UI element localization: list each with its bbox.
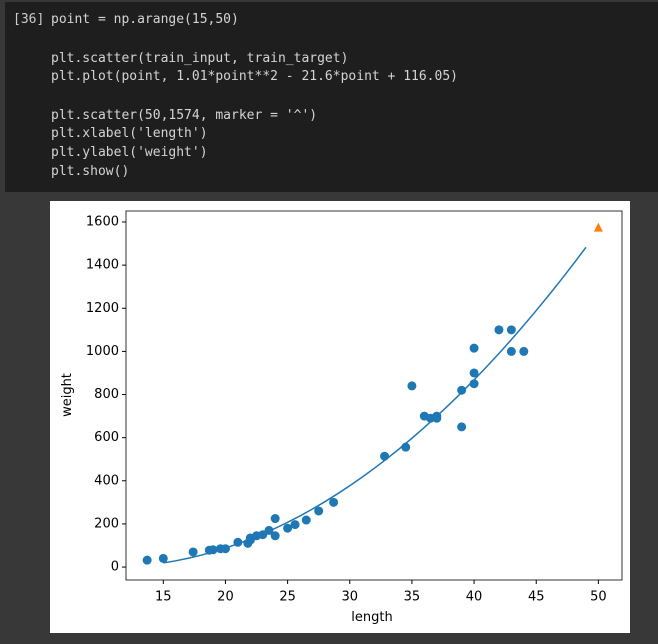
x-tick-label: 45 <box>528 590 545 605</box>
point-marker <box>188 547 198 557</box>
point-marker <box>457 385 467 395</box>
code-line: plt.plot(point, 1.01*point**2 - 21.6*poi… <box>51 69 458 84</box>
y-tick-label: 200 <box>94 516 119 531</box>
y-tick-label: 800 <box>94 387 119 402</box>
code-line: point = np.arange(15,50) <box>51 12 239 27</box>
point-marker <box>407 381 417 391</box>
x-tick-label: 20 <box>217 590 234 605</box>
code-line: plt.ylabel('weight') <box>51 145 208 160</box>
point-marker <box>290 520 300 530</box>
point-marker <box>314 506 324 516</box>
point-marker <box>380 451 390 461</box>
code-cell[interactable]: [36] point = np.arange(15,50) plt.scatte… <box>5 2 658 192</box>
x-tick-label: 25 <box>279 590 296 605</box>
point-marker <box>519 346 529 356</box>
point-marker <box>283 523 293 533</box>
x-tick-label: 15 <box>155 590 172 605</box>
point-marker <box>270 514 280 524</box>
x-tick-label: 30 <box>341 590 358 605</box>
code-line: plt.scatter(train_input, train_target) <box>51 51 349 66</box>
point-marker <box>432 413 442 423</box>
point-marker <box>506 346 516 356</box>
point-marker <box>329 497 339 507</box>
point-marker <box>506 325 516 335</box>
y-axis-label: weight <box>60 373 75 417</box>
y-tick-label: 1200 <box>86 301 119 316</box>
code-line: plt.scatter(50,1574, marker = '^') <box>51 108 318 123</box>
y-tick-label: 600 <box>94 430 119 445</box>
y-tick-label: 0 <box>111 560 119 575</box>
x-tick-label: 50 <box>590 590 607 605</box>
code-line: plt.xlabel('length') <box>51 126 208 141</box>
chart: length weight 15 20 25 30 35 40 45 50 0 200 400 600… <box>50 201 630 633</box>
point-marker <box>469 343 479 353</box>
y-tick-label: 1000 <box>86 344 119 359</box>
point-marker <box>457 422 467 432</box>
point-marker <box>270 531 280 541</box>
fit-line <box>163 246 587 564</box>
y-tick-label: 1600 <box>86 214 119 229</box>
point-marker <box>158 553 168 563</box>
point-marker <box>301 515 311 525</box>
x-tick-label: 35 <box>404 590 421 605</box>
y-tick-label: 1400 <box>86 258 119 273</box>
code-line: plt.show() <box>51 164 130 179</box>
point-marker <box>469 368 479 378</box>
x-axis-label: length <box>351 610 392 625</box>
x-tick-label: 40 <box>466 590 483 605</box>
prompt: [36] <box>13 12 45 27</box>
chart-background <box>50 201 630 633</box>
point-marker <box>494 325 504 335</box>
point-marker <box>593 222 603 232</box>
plot-frame <box>125 210 623 581</box>
point-marker <box>142 555 152 565</box>
y-tick-label: 400 <box>94 473 119 488</box>
